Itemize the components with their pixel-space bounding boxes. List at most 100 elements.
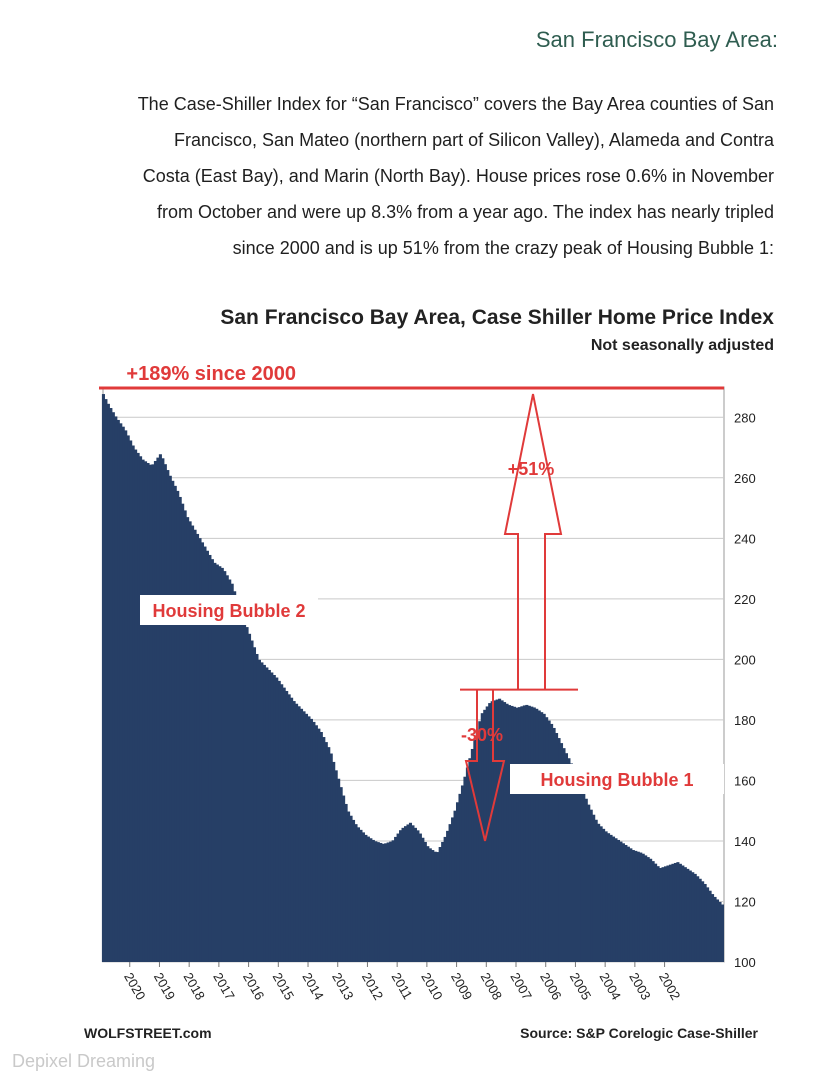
- price-bar: [304, 713, 309, 962]
- price-bar: [602, 828, 606, 962]
- price-bar: [711, 894, 715, 962]
- price-bar: [349, 815, 353, 962]
- price-bar: [525, 704, 529, 962]
- price-bar: [332, 761, 336, 962]
- price-bar: [101, 394, 105, 962]
- price-bar: [701, 881, 705, 962]
- price-bar: [208, 554, 212, 962]
- price-bar: [562, 748, 566, 962]
- price-bar: [706, 887, 710, 962]
- price-bar: [220, 567, 224, 962]
- price-bar: [356, 827, 361, 962]
- price-bar: [441, 841, 445, 962]
- price-bar: [713, 896, 717, 962]
- price-bar: [156, 457, 160, 962]
- price-bar: [121, 426, 125, 962]
- x-tick-label: 2006: [537, 970, 564, 1003]
- price-bar: [661, 867, 665, 962]
- price-bar: [421, 837, 425, 962]
- x-tick-label: 2019: [151, 970, 178, 1003]
- x-tick-label: 2015: [270, 970, 297, 1003]
- price-bar: [522, 705, 526, 962]
- price-bar: [389, 841, 393, 962]
- price-bar: [451, 817, 455, 962]
- price-bar: [453, 810, 457, 962]
- price-bar: [609, 834, 613, 962]
- x-tick-label: 2004: [597, 970, 624, 1003]
- price-bar: [347, 811, 351, 962]
- price-bar: [641, 853, 645, 962]
- price-bar: [334, 770, 338, 962]
- price-bar: [299, 708, 304, 962]
- price-bar: [228, 579, 232, 962]
- price-bar: [468, 758, 472, 962]
- price-bar: [148, 464, 153, 962]
- credit-label: WOLFSTREET.com: [84, 1025, 212, 1041]
- price-bar: [555, 733, 559, 962]
- price-bar: [262, 664, 266, 962]
- price-bar: [649, 858, 653, 962]
- x-tick-label: 2014: [299, 970, 326, 1003]
- price-bar: [359, 829, 363, 962]
- price-bar: [176, 490, 180, 962]
- price-bar: [542, 713, 546, 962]
- price-bar: [659, 868, 663, 962]
- price-bar: [193, 529, 197, 962]
- price-bar: [569, 763, 573, 962]
- paragraph-line: Francisco, San Mateo (northern part of S…: [174, 130, 774, 150]
- price-bar: [255, 653, 259, 962]
- price-bar: [257, 659, 261, 962]
- price-bar: [309, 718, 313, 962]
- price-bar: [678, 863, 682, 962]
- price-bar: [579, 786, 583, 962]
- price-bar: [324, 742, 328, 962]
- price-bar: [503, 702, 507, 962]
- price-bar: [371, 839, 375, 962]
- price-bar: [426, 846, 430, 962]
- x-tick-label: 2003: [626, 970, 653, 1003]
- price-bar: [198, 538, 202, 962]
- price-bar: [428, 848, 432, 962]
- price-bar: [252, 647, 257, 962]
- price-bar: [361, 832, 365, 962]
- price-bar: [611, 836, 616, 962]
- x-tick-label: 2008: [478, 970, 505, 1003]
- price-bar: [339, 787, 343, 962]
- price-bar: [114, 416, 118, 963]
- price-bar: [399, 830, 403, 962]
- price-bar: [116, 419, 120, 962]
- price-bar: [342, 795, 346, 962]
- price-bar: [639, 852, 643, 962]
- price-bar: [153, 460, 157, 962]
- price-bar: [213, 562, 217, 962]
- price-bar: [463, 776, 467, 962]
- price-bar: [505, 703, 509, 962]
- x-tick-label: 2009: [448, 970, 475, 1003]
- price-bar: [151, 464, 155, 962]
- price-bar: [141, 459, 145, 962]
- source-label: Source: S&P Corelogic Case-Shiller: [520, 1025, 758, 1041]
- price-bar: [520, 706, 524, 962]
- price-bar: [681, 865, 685, 962]
- price-bar: [351, 819, 356, 962]
- price-bar: [473, 739, 477, 962]
- reference-label: +189% since 2000: [126, 363, 296, 385]
- price-bar: [515, 707, 519, 962]
- chart-title: San Francisco Bay Area, Case Shiller Hom…: [220, 306, 774, 329]
- y-tick-label: 100: [734, 955, 756, 970]
- price-bar: [129, 440, 133, 962]
- price-bar: [119, 423, 123, 962]
- price-bar: [537, 710, 541, 962]
- price-bar: [203, 546, 207, 962]
- price-bar: [490, 701, 494, 962]
- price-bar: [478, 721, 482, 962]
- x-tick-label: 2010: [418, 970, 445, 1003]
- price-bar: [327, 747, 331, 962]
- price-bar: [260, 662, 264, 962]
- price-bar: [312, 721, 316, 962]
- price-bar: [295, 703, 299, 962]
- price-bar: [411, 825, 415, 962]
- price-bar: [500, 700, 504, 962]
- price-bar: [455, 802, 460, 962]
